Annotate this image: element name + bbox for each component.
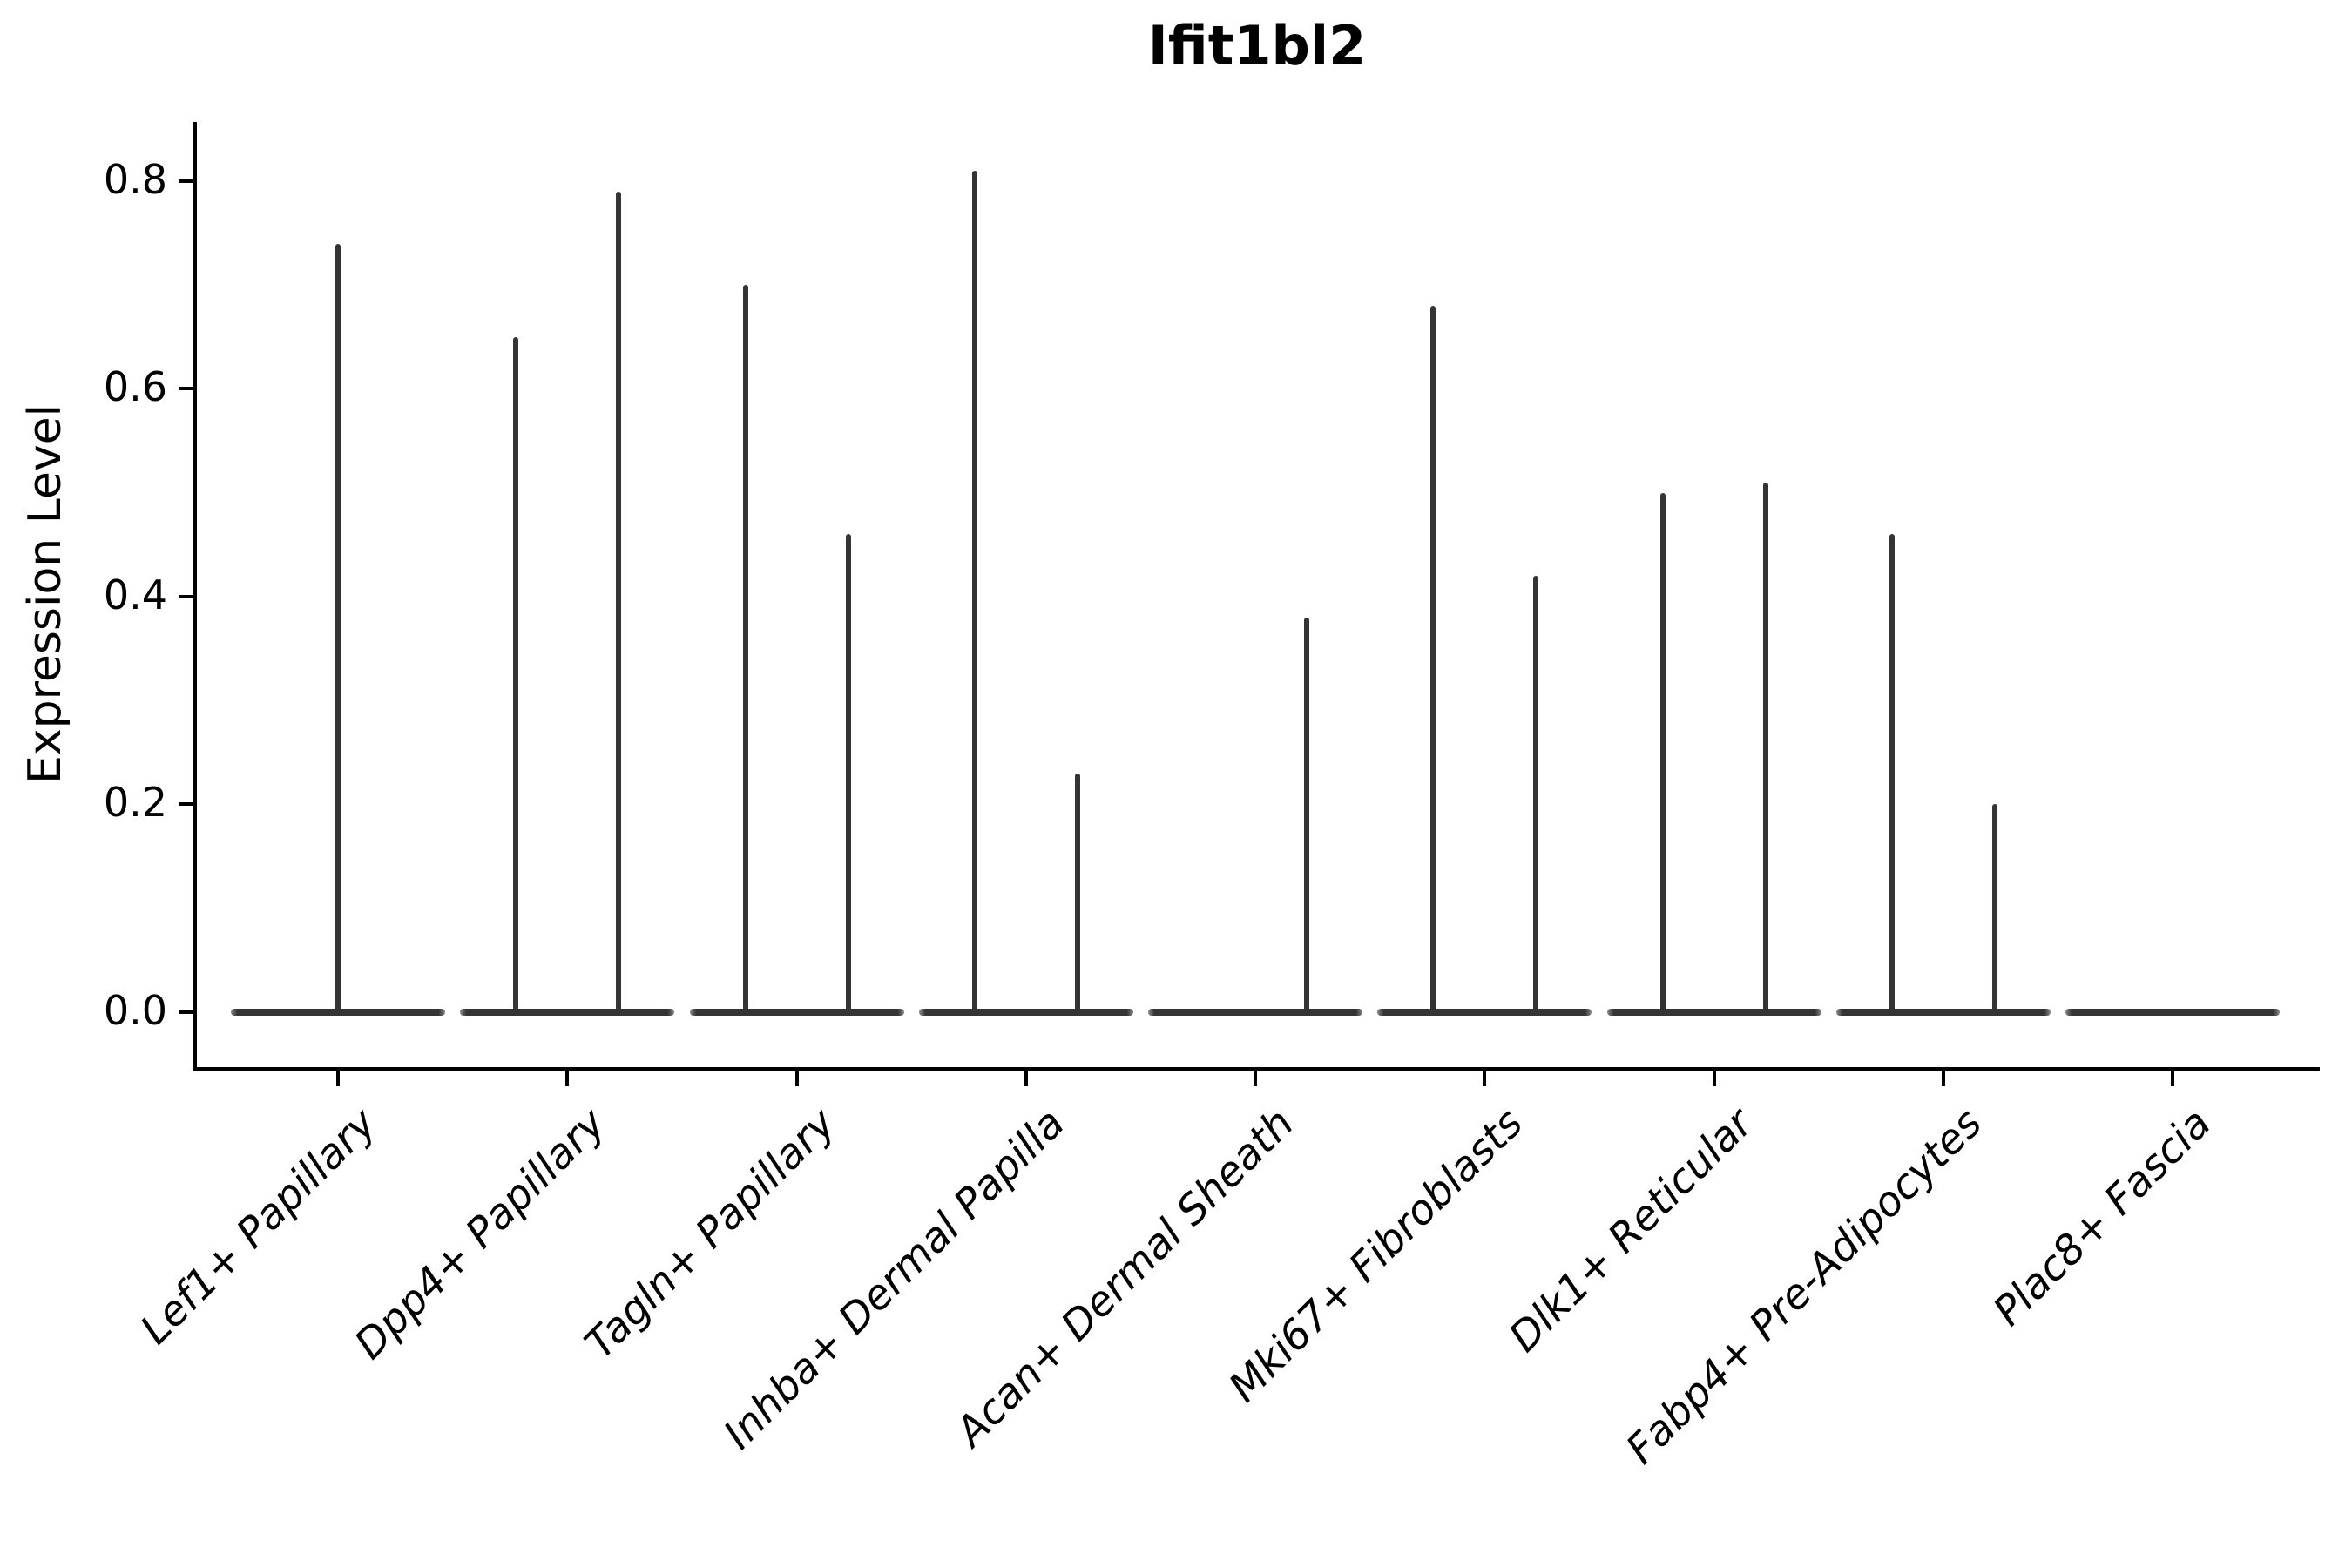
violin-base [460,1008,675,1016]
violin-spike [845,534,851,1014]
violin-spike [1533,576,1539,1014]
violin-base [1835,1008,2051,1016]
y-tick-mark [179,1010,194,1014]
violin-spike [513,336,519,1014]
violin-spike [1430,306,1436,1014]
violin-spike [1659,492,1666,1014]
y-tick-label: 0.6 [103,363,167,411]
violin-spike [971,171,977,1014]
violin-base [689,1008,904,1016]
y-axis-spine [193,122,197,1071]
x-tick-mark [1024,1071,1028,1086]
x-tick-mark [565,1071,570,1086]
y-tick-label: 0.4 [103,571,167,618]
x-tick-label: Tagln+ Papillary [575,1099,845,1369]
x-tick-mark [2171,1071,2174,1086]
x-tick-mark [1941,1071,1945,1086]
x-tick-mark [794,1071,799,1086]
x-tick-mark [336,1071,340,1086]
y-tick-label: 0.2 [103,779,167,827]
violin-spike [1304,617,1309,1014]
violin-spike [742,285,748,1014]
violin-base [918,1008,1133,1016]
y-tick-mark [179,594,194,598]
violin-base [2065,1008,2280,1016]
x-tick-mark [1254,1071,1257,1086]
x-tick-label: Plac8+ Fascia [1984,1099,2220,1336]
violin-base [1606,1008,1821,1016]
x-tick-label: Dlk1+ Reticular [1499,1099,1762,1362]
violin-base [1377,1008,1592,1016]
x-tick-mark [1712,1071,1716,1086]
x-tick-label: Lef1+ Papillary [131,1099,386,1355]
x-tick-mark [1483,1071,1487,1086]
violin-spike [1889,534,1895,1014]
y-tick-mark [179,387,194,391]
violin-spike [1074,773,1080,1014]
y-tick-label: 0.0 [103,986,167,1034]
violin-base [1148,1008,1362,1016]
violin-spike [1991,804,1997,1014]
x-tick-label: Dpp4+ Papillary [346,1099,616,1369]
violin-spike [335,243,341,1014]
violin-spike [1762,482,1768,1014]
y-tick-label: 0.8 [103,155,167,203]
x-axis-spine [193,1067,2320,1071]
chart-title: Ifit1bl2 [1147,14,1367,78]
y-tick-mark [179,179,194,183]
violin-spike [616,191,622,1014]
y-tick-mark [179,802,194,807]
